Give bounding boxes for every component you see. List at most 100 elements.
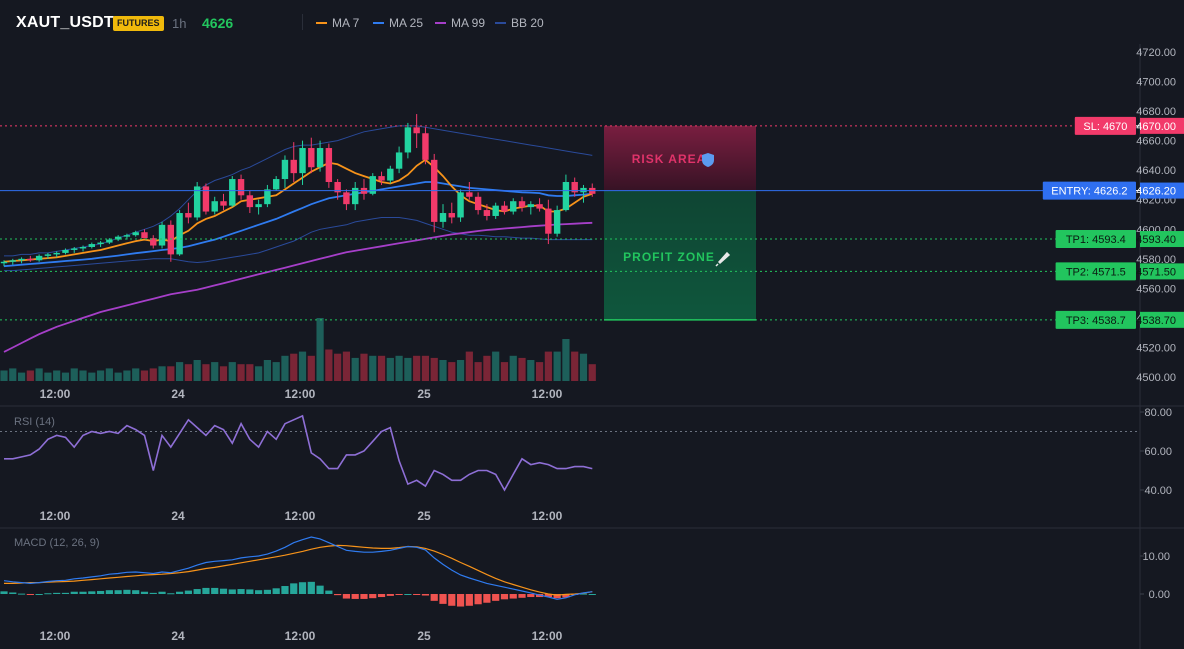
volume-bar	[553, 351, 561, 381]
y-tick-label: 4560.00	[1136, 283, 1176, 295]
x-tick-label: 25	[417, 629, 431, 643]
tp3-chip	[1055, 310, 1136, 329]
futures-badge: FUTURES	[113, 16, 164, 31]
volume-bar	[360, 353, 368, 381]
volume-bar	[96, 370, 105, 381]
tp2-axis-value: 4571.50	[1136, 266, 1176, 278]
volume-bar	[369, 355, 377, 381]
legend-ma99[interactable]: MA 99	[435, 16, 485, 30]
rocket-icon	[715, 251, 731, 267]
candle-body	[211, 201, 218, 212]
macd-histogram-bar	[334, 594, 342, 596]
macd-histogram-bar	[307, 581, 315, 594]
candle-body	[141, 232, 148, 239]
volume-bar	[61, 372, 70, 381]
macd-histogram-bar	[88, 591, 96, 594]
x-tick-label: 24	[171, 387, 185, 401]
volume-bar	[79, 370, 87, 381]
candle-body	[290, 159, 297, 174]
candle-body	[281, 159, 289, 180]
volume-bar	[88, 372, 96, 381]
macd-histogram-bar	[140, 591, 149, 594]
bb20-swatch	[495, 22, 506, 24]
macd-histogram-bar	[483, 594, 491, 603]
macd-tick-label: 0.00	[1149, 589, 1170, 601]
entry-chip	[1042, 181, 1136, 200]
candle-body	[272, 179, 280, 190]
macd-histogram-bar	[96, 590, 105, 594]
volume-bar	[483, 355, 491, 381]
volume-bar	[246, 364, 254, 381]
candle-body	[413, 127, 420, 134]
volume-bar	[281, 355, 289, 381]
x-tick-label: 12:00	[532, 629, 563, 643]
candle-body	[474, 196, 482, 211]
macd-histogram-bar	[61, 592, 70, 594]
macd-histogram-bar	[395, 594, 403, 595]
entry-axis-badge	[1140, 182, 1184, 199]
macd-histogram-bar	[439, 594, 447, 604]
x-tick-label: 12:00	[40, 629, 71, 643]
volume-bar	[448, 362, 456, 381]
entry-chip-label: ENTRY: 4626.2	[1051, 186, 1127, 198]
candle-body	[229, 179, 236, 206]
macd-histogram-bar	[369, 594, 377, 599]
macd-histogram-bar	[413, 594, 421, 595]
volume-bar	[386, 357, 394, 381]
y-tick-label: 4700.00	[1136, 77, 1176, 89]
volume-bar	[202, 364, 210, 381]
x-tick-label: 12:00	[532, 509, 563, 523]
volume-bar	[211, 362, 219, 381]
volume-bar	[474, 362, 482, 381]
x-tick-label: 24	[171, 629, 185, 643]
legend-ma7[interactable]: MA 7	[316, 16, 359, 30]
ma99-swatch	[435, 22, 446, 24]
tp1-axis-value: 4593.40	[1136, 234, 1176, 246]
volume-bar	[0, 370, 8, 381]
volume-bar	[26, 370, 34, 381]
candle-body	[255, 204, 262, 208]
candle-body	[466, 192, 473, 197]
volume-bar	[114, 372, 122, 381]
candle-body	[457, 192, 464, 218]
volume-bar	[149, 368, 157, 381]
legend-ma25[interactable]: MA 25	[373, 16, 423, 30]
macd-histogram-bar	[342, 594, 351, 599]
volume-bar	[255, 366, 263, 381]
macd-histogram-bar	[202, 587, 210, 594]
macd-histogram-bar	[114, 590, 122, 594]
macd-histogram-bar	[421, 594, 430, 596]
volume-bar	[579, 353, 588, 381]
macd-histogram-bar	[149, 592, 157, 594]
candle-body	[97, 242, 104, 245]
macd-histogram-bar	[553, 594, 561, 599]
rsi-tick-label: 60.00	[1144, 446, 1172, 458]
candle-body	[264, 189, 271, 205]
candle-body	[167, 224, 175, 255]
y-tick-label: 4640.00	[1136, 165, 1176, 177]
header-divider	[302, 14, 303, 30]
candle-body	[501, 205, 508, 212]
macd-histogram-bar	[500, 594, 509, 600]
candle-body	[448, 213, 455, 218]
legend-label: MA 25	[389, 16, 424, 30]
legend-bb20[interactable]: BB 20	[495, 16, 544, 30]
macd-histogram-bar	[360, 594, 368, 599]
macd-histogram-bar	[386, 594, 394, 596]
macd-histogram-bar	[518, 594, 526, 598]
timeframe-label[interactable]: 1h	[172, 16, 187, 31]
y-tick-label: 4520.00	[1136, 342, 1176, 354]
x-tick-label: 12:00	[40, 387, 71, 401]
volume-bar	[219, 366, 228, 381]
candle-body	[53, 252, 60, 255]
macd-histogram-bar	[228, 589, 236, 594]
macd-histogram-bar	[35, 594, 43, 595]
symbol-title[interactable]: XAUT_USDT	[16, 14, 114, 31]
macd-histogram-bar	[527, 594, 535, 598]
chart-background	[0, 44, 1184, 649]
macd-histogram-bar	[377, 594, 386, 598]
volume-bar	[535, 362, 544, 381]
entry-axis-value: 4626.20	[1136, 186, 1176, 198]
volume-bar	[140, 370, 149, 381]
